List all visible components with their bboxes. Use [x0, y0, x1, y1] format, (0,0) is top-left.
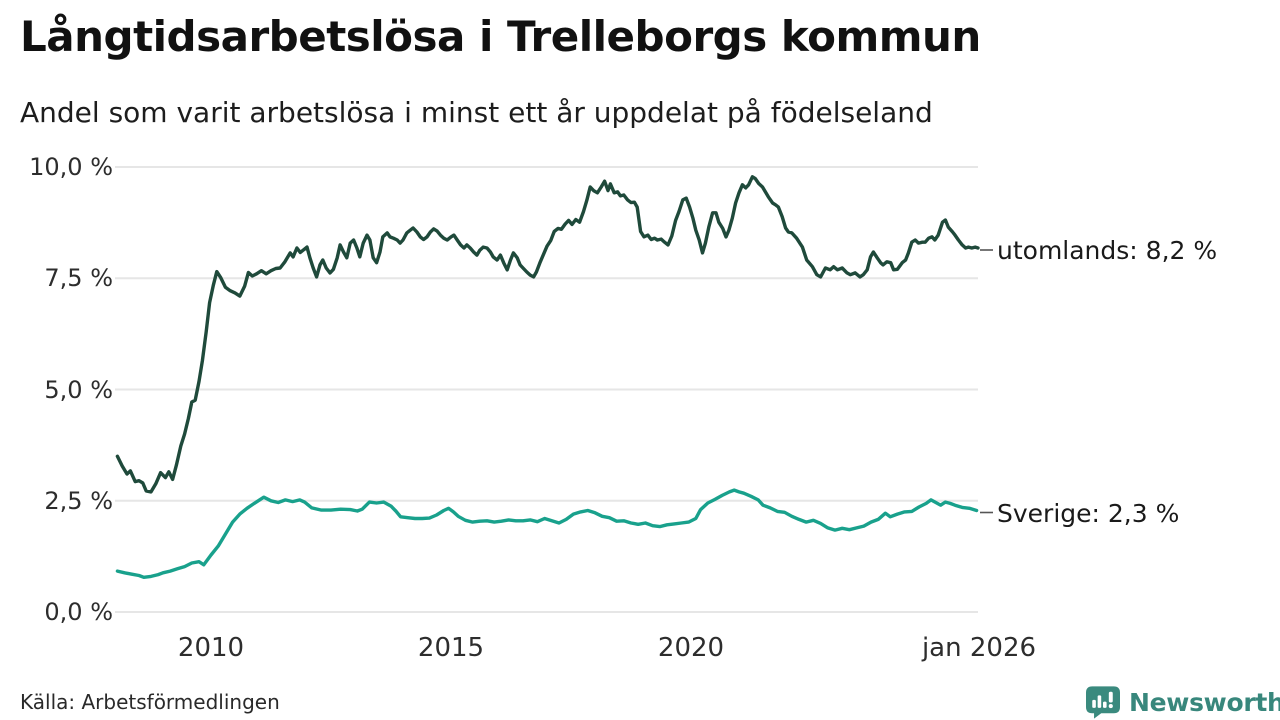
y-axis-tick-label: 2,5 % [44, 487, 113, 515]
series-line-utomlands [115, 175, 980, 494]
newsworthy-brand: Newsworthy [1086, 686, 1280, 719]
y-axis-tick-label: 7,5 % [44, 264, 113, 292]
y-axis-tick-label: 10,0 % [29, 153, 113, 181]
y-axis-tick-label: 5,0 % [44, 376, 113, 404]
series-end-label-sverige: Sverige: 2,3 % [997, 499, 1180, 528]
x-axis-tick-label: 2020 [657, 633, 725, 663]
series-end-label-utomlands: utomlands: 8,2 % [997, 236, 1218, 265]
y-axis-tick-label: 0,0 % [44, 598, 113, 626]
newsworthy-logo-icon [1086, 686, 1120, 719]
x-axis-tick-label: jan 2026 [921, 633, 1037, 663]
x-axis-tick-label: 2015 [417, 633, 485, 663]
newsworthy-wordmark: Newsworthy [1129, 688, 1280, 717]
page-title: Långtidsarbetslösa i Trelleborgs kommun [20, 12, 981, 61]
source-note: Källa: Arbetsförmedlingen [20, 690, 280, 714]
series-line-sverige [115, 488, 979, 579]
page-subtitle: Andel som varit arbetslösa i minst ett å… [20, 96, 933, 129]
x-axis-tick-label: 2010 [177, 633, 245, 663]
